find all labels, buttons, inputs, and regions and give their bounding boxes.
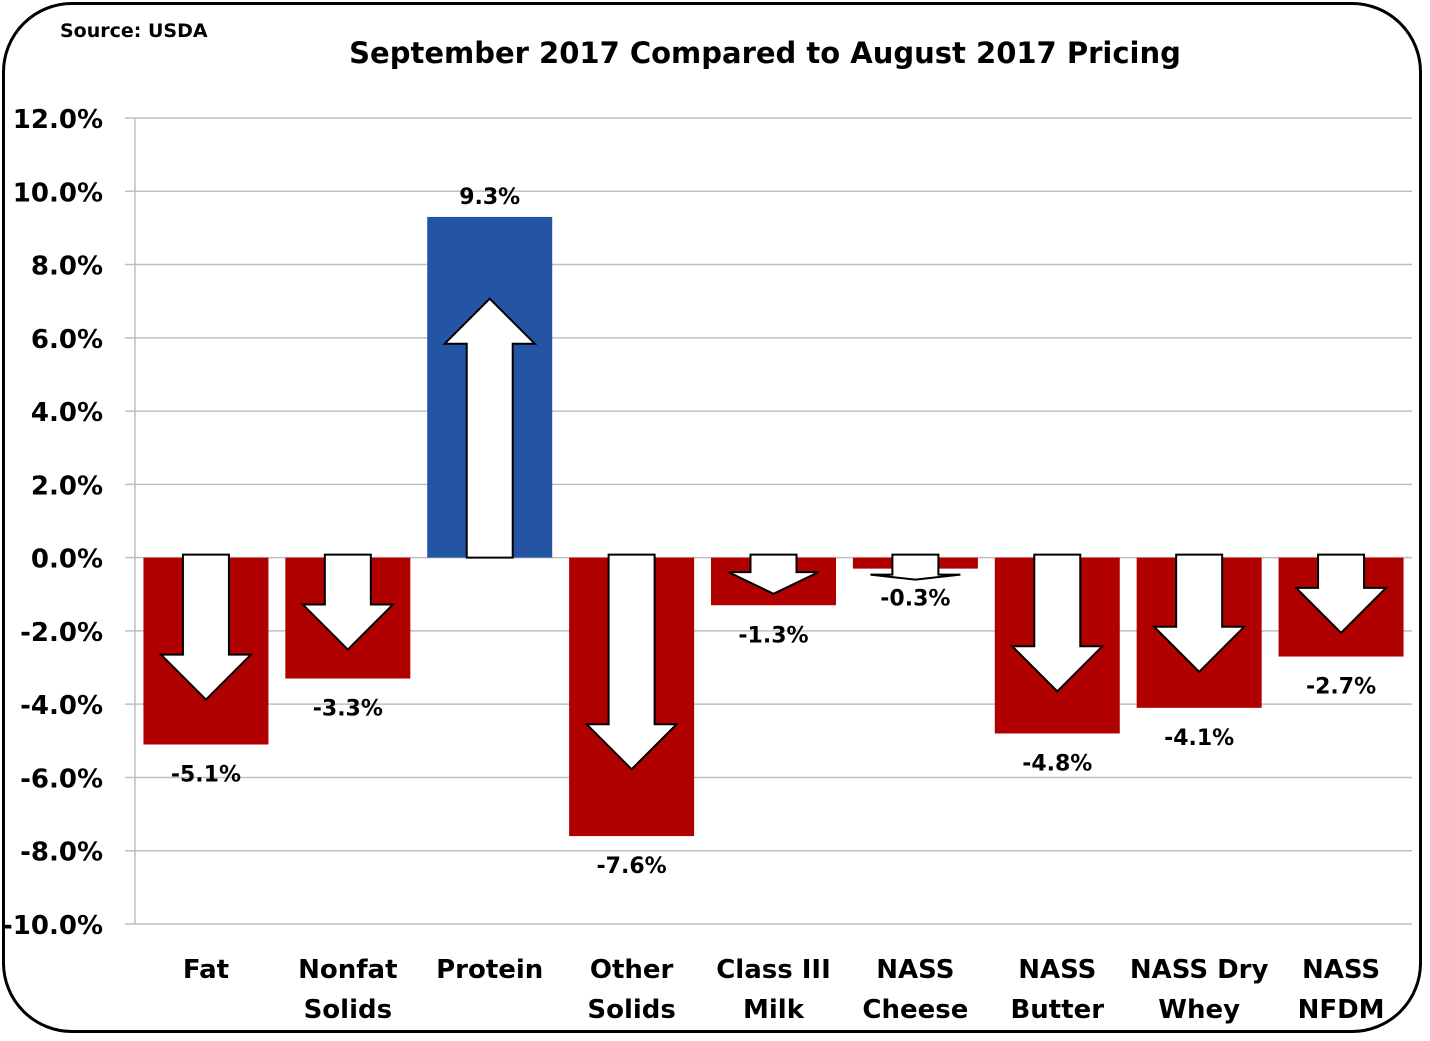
data-label: -1.3% [738, 623, 808, 648]
x-category-label: NASS Dry [1130, 955, 1269, 985]
down-arrow-icon [584, 553, 680, 771]
y-tick-label: 12.0% [13, 105, 103, 135]
x-category-label: NASS [1018, 955, 1096, 985]
x-category-label: Nonfat [298, 955, 397, 985]
x-category-label: Solids [587, 995, 676, 1025]
y-tick-label: 10.0% [13, 178, 103, 208]
data-label: -0.3% [880, 587, 950, 612]
x-category-label: NFDM [1298, 995, 1385, 1025]
y-tick-label: -10.0% [2, 911, 103, 941]
down-arrow-icon [1009, 553, 1105, 693]
x-category-label: Milk [743, 995, 805, 1025]
x-category-label: NASS [1302, 955, 1380, 985]
y-tick-label: -4.0% [20, 691, 103, 721]
down-arrow-icon [158, 553, 254, 702]
x-category-label: Fat [183, 955, 229, 985]
x-category-label: Other [590, 955, 674, 985]
source-note: Source: USDA [60, 20, 208, 42]
x-category-label: NASS [876, 955, 954, 985]
down-arrow-icon [1293, 553, 1389, 635]
up-arrow-icon [442, 297, 538, 559]
data-label: -5.1% [171, 762, 241, 787]
data-label: -4.8% [1022, 751, 1092, 776]
y-tick-label: -2.0% [20, 618, 103, 648]
y-tick-label: 8.0% [31, 252, 103, 282]
y-tick-label: 2.0% [31, 471, 103, 501]
data-label: -4.1% [1164, 726, 1234, 751]
down-arrow-icon [728, 553, 819, 595]
x-category-label: Class III [716, 955, 831, 985]
data-label: 9.3% [459, 185, 520, 210]
down-arrow-icon [870, 553, 961, 581]
y-tick-label: 0.0% [31, 545, 103, 575]
data-label: -2.7% [1306, 675, 1376, 700]
x-category-label: Whey [1158, 995, 1240, 1025]
x-category-label: Butter [1010, 995, 1104, 1025]
x-category-label: Protein [436, 955, 543, 985]
data-label: -3.3% [313, 697, 383, 722]
x-category-label: Cheese [862, 995, 968, 1025]
data-label: -7.6% [597, 854, 667, 879]
y-tick-label: -6.0% [20, 764, 103, 794]
x-category-label: Solids [304, 995, 393, 1025]
down-arrow-icon [300, 553, 396, 651]
y-tick-label: 4.0% [31, 398, 103, 428]
y-tick-label: 6.0% [31, 325, 103, 355]
down-arrow-icon [1151, 553, 1247, 674]
chart-title: September 2017 Compared to August 2017 P… [349, 36, 1181, 70]
y-tick-label: -8.0% [20, 838, 103, 868]
